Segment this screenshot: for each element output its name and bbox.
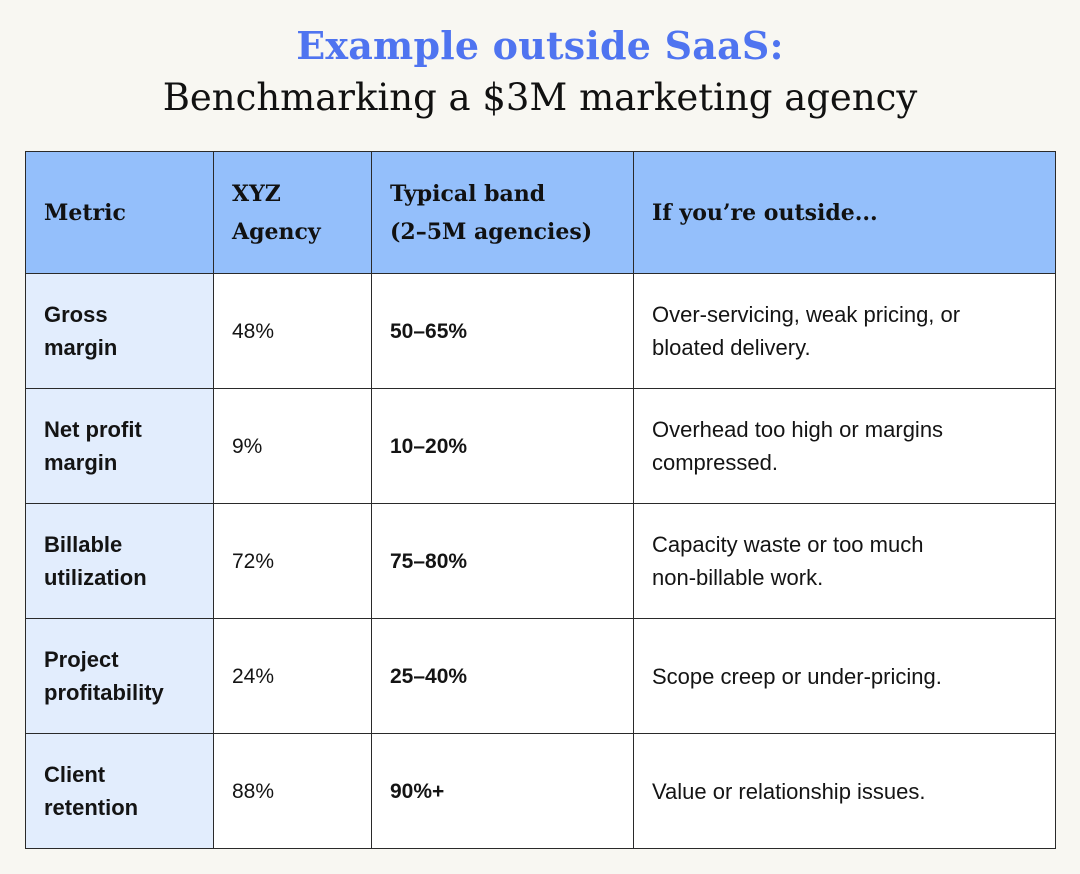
table-row: Gross margin 48% 50–65% Over-servicing, … [25,273,1056,389]
outside-note-cell: Value or relationship issues. [633,733,1056,849]
typical-band-cell: 50–65% [371,273,634,389]
outside-note-cell: Overhead too high or margins compressed. [633,388,1056,504]
table-row: Project profitability 24% 25–40% Scope c… [25,618,1056,734]
xyz-value-cell: 72% [213,503,372,619]
table-row: Net profit margin 9% 10–20% Overhead too… [25,388,1056,504]
title-block: Example outside SaaS: Benchmarking a $3M… [0,22,1080,124]
page-title: Benchmarking a $3M marketing agency [162,76,918,119]
outside-note-cell: Scope creep or under-pricing. [633,618,1056,734]
table-header-row: Metric XYZ Agency Typical band (2–5M age… [25,151,1056,274]
column-header-typical-band: Typical band (2–5M agencies) [371,151,634,274]
metric-cell: Client retention [25,733,214,849]
typical-band-cell: 75–80% [371,503,634,619]
xyz-value-cell: 48% [213,273,372,389]
typical-band-cell: 10–20% [371,388,634,504]
metric-cell: Net profit margin [25,388,214,504]
column-header-xyz-agency: XYZ Agency [213,151,372,274]
table-row: Billable utilization 72% 75–80% Capacity… [25,503,1056,619]
column-header-if-outside: If you’re outside... [633,151,1056,274]
outside-note-cell: Capacity waste or too much non-billable … [633,503,1056,619]
table-row: Client retention 88% 90%+ Value or relat… [25,733,1056,849]
column-header-metric: Metric [25,151,214,274]
metric-cell: Billable utilization [25,503,214,619]
outside-note-cell: Over-servicing, weak pricing, or bloated… [633,273,1056,389]
typical-band-cell: 25–40% [371,618,634,734]
xyz-value-cell: 88% [213,733,372,849]
typical-band-cell: 90%+ [371,733,634,849]
benchmark-table: Metric XYZ Agency Typical band (2–5M age… [25,151,1056,849]
title-accent: Example outside SaaS: [296,23,784,68]
metric-cell: Gross margin [25,273,214,389]
metric-cell: Project profitability [25,618,214,734]
xyz-value-cell: 9% [213,388,372,504]
xyz-value-cell: 24% [213,618,372,734]
